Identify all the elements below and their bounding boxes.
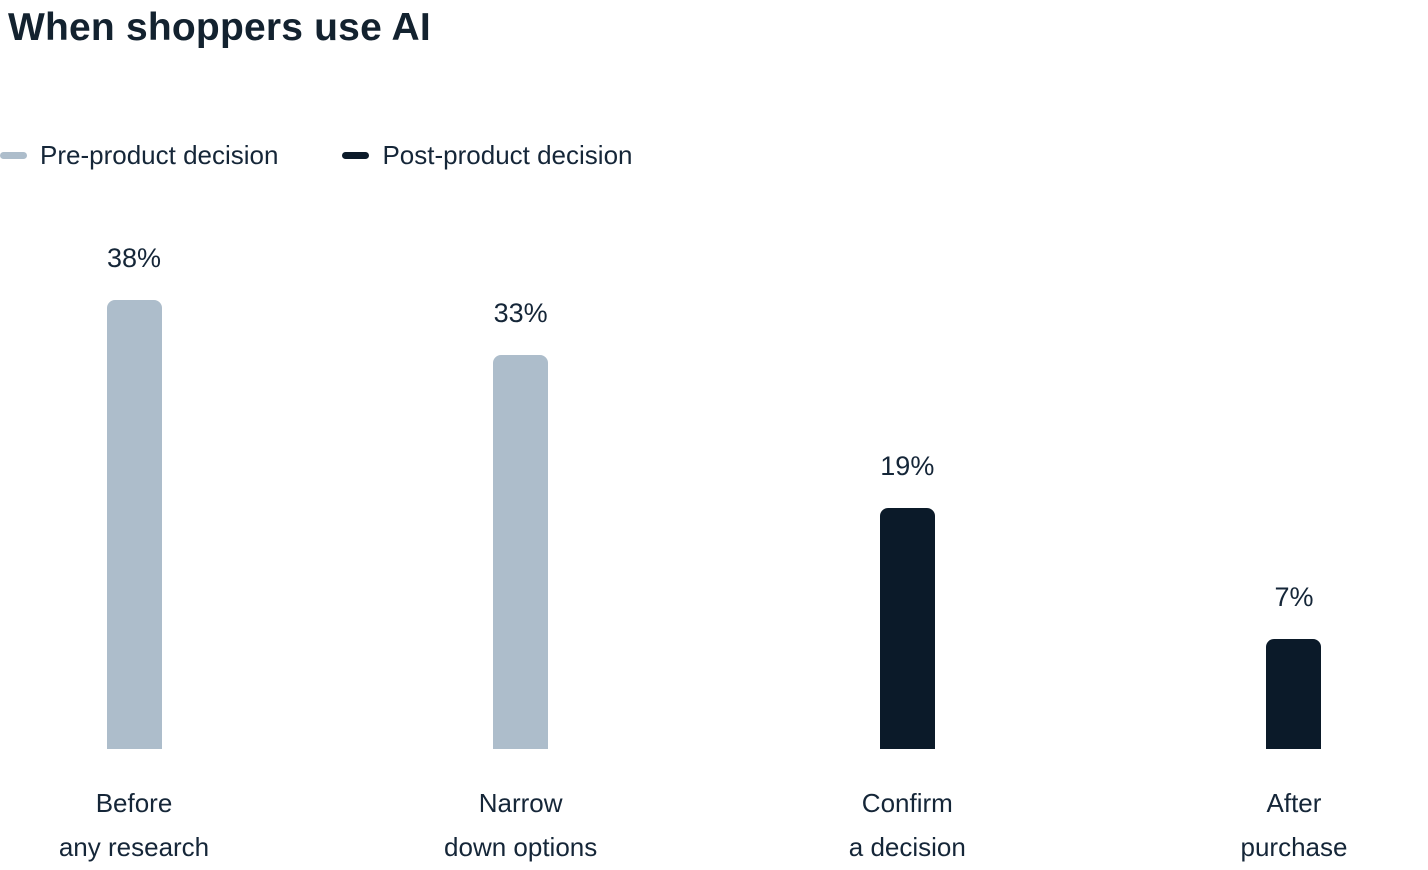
category-line: Narrow (478, 788, 563, 818)
category-line: a decision (848, 832, 966, 862)
category-line: down options (444, 832, 598, 862)
plot-area: 38% 33% 19% 7% (34, 0, 1394, 749)
legend-swatch-post-product (342, 152, 370, 159)
bar-confirm-a-decision (879, 508, 935, 749)
category-label-narrow-down-options: Narrow down options (421, 781, 621, 869)
data-label: 38% (106, 243, 162, 273)
bar-column-after-purchase: 7% (1194, 582, 1394, 749)
category-line: any research (58, 832, 210, 862)
chart-title: When shoppers use AI (8, 6, 431, 49)
legend: Pre-product decision Post-product decisi… (0, 140, 633, 171)
data-label: 19% (880, 451, 935, 481)
category-line: Confirm (861, 788, 953, 818)
category-line: Before (95, 788, 173, 818)
bar-before-any-research (106, 300, 162, 749)
bar-column-narrow-down-options: 33% (421, 298, 621, 749)
legend-swatch-pre-product (0, 152, 27, 159)
category-line: purchase (1240, 832, 1348, 862)
legend-item-post-product: Post-product decision (342, 140, 633, 171)
bar-column-before-any-research: 38% (34, 243, 234, 749)
bar-after-purchase (1266, 639, 1322, 749)
data-label: 33% (493, 298, 548, 328)
legend-item-pre-product: Pre-product decision (0, 140, 278, 171)
legend-label-pre-product: Pre-product decision (40, 140, 279, 170)
category-axis: Before any research Narrow down options … (34, 781, 1394, 869)
bar-narrow-down-options (493, 355, 549, 749)
data-label: 7% (1274, 582, 1314, 612)
category-line: After (1266, 788, 1322, 818)
category-label-after-purchase: After purchase (1194, 781, 1394, 869)
category-label-before-any-research: Before any research (34, 781, 234, 869)
legend-label-post-product: Post-product decision (382, 140, 633, 170)
bar-column-confirm-a-decision: 19% (807, 451, 1007, 749)
category-label-confirm-a-decision: Confirm a decision (807, 781, 1007, 869)
